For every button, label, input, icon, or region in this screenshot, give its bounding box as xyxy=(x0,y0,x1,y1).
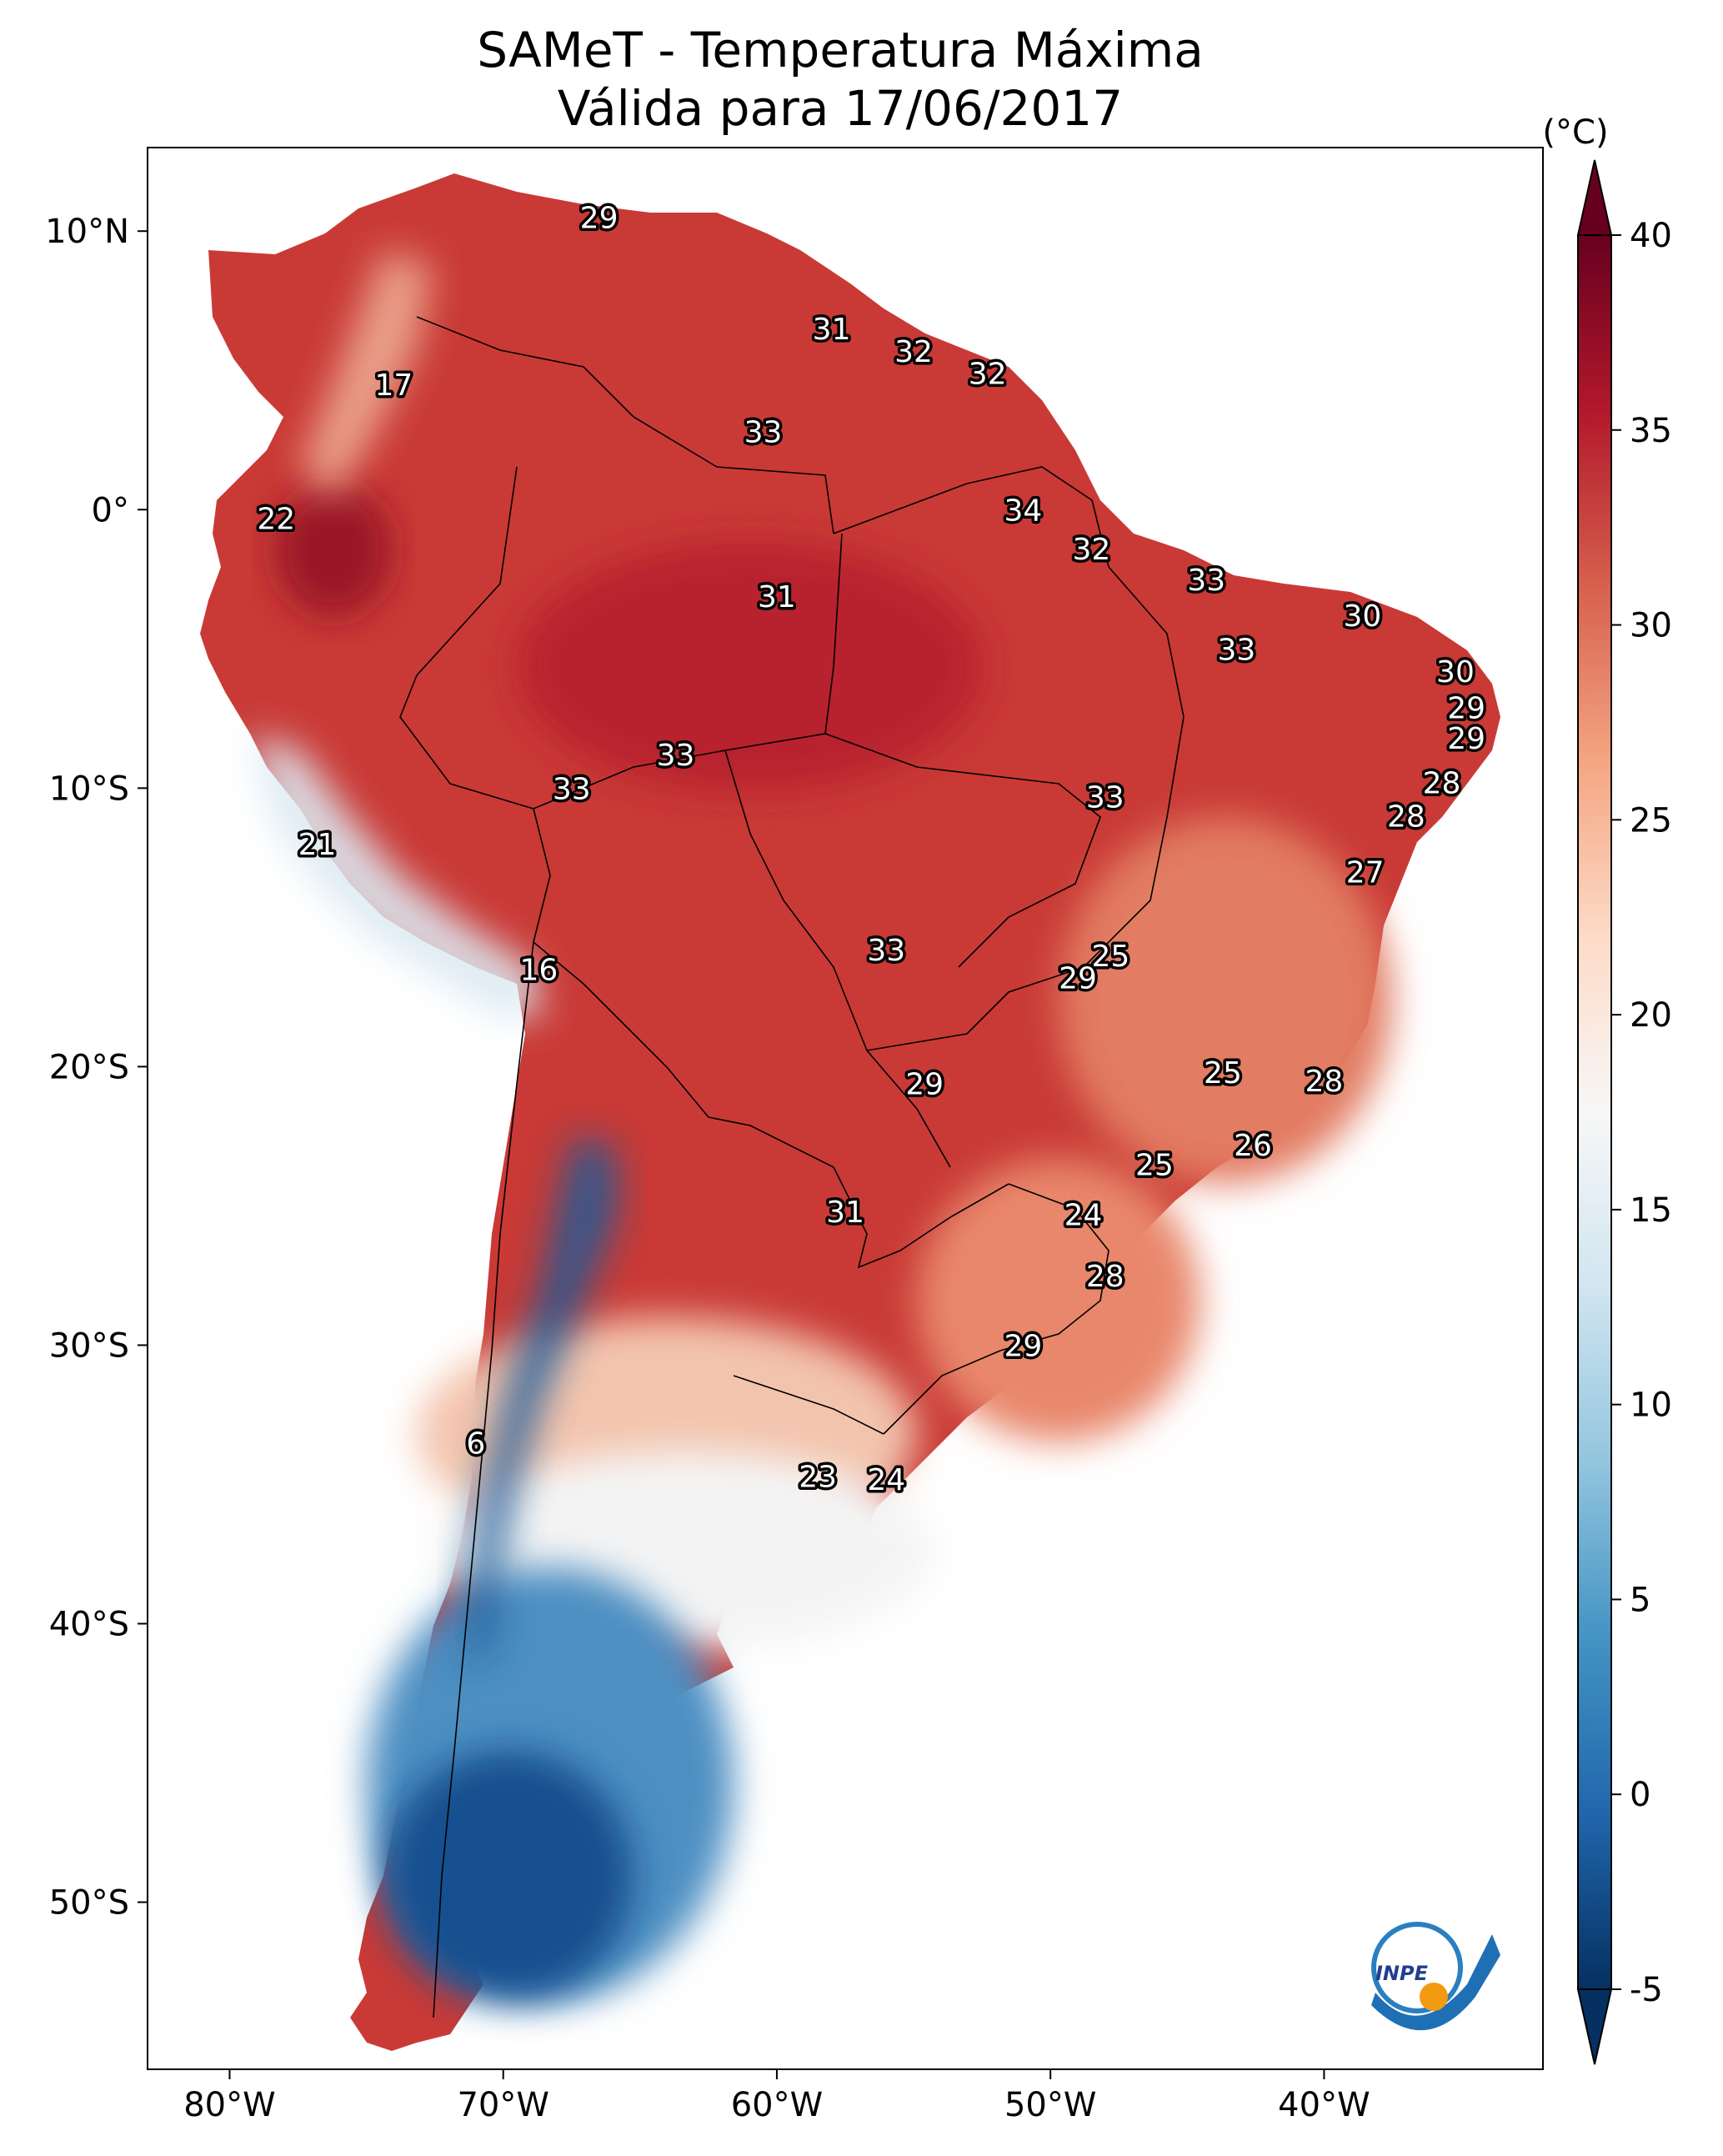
lat-tick-label: 20°S xyxy=(49,1048,129,1086)
colorbar: (°C) 40 35 30 25 20 15 10 5 0 -5 xyxy=(1542,113,1672,2065)
field-colombia-andes xyxy=(300,250,433,500)
temperature-label: 29 xyxy=(1004,1329,1042,1363)
lat-tick-label: 10°S xyxy=(49,770,129,808)
field-patagonia-dark xyxy=(383,1751,634,2001)
map-frame xyxy=(147,147,1544,2070)
field-andes-north xyxy=(250,734,542,1017)
lat-tick-label: 40°S xyxy=(49,1606,129,1644)
lon-tick-label: 40°W xyxy=(1278,2086,1370,2124)
temperature-label: 28 xyxy=(1387,800,1425,835)
temperature-label: 33 xyxy=(1217,633,1255,667)
colorbar-ticks: 40 35 30 25 20 15 10 5 0 -5 xyxy=(1611,217,1672,2009)
field-hot-amazon xyxy=(517,542,984,792)
temperature-label: 32 xyxy=(969,358,1007,392)
colorbar-body xyxy=(1577,234,1612,1990)
temperature-label: 28 xyxy=(1086,1260,1124,1294)
temperature-label: 17 xyxy=(375,369,413,403)
colorbar-tick-label: 20 xyxy=(1630,996,1672,1035)
lon-tick-label: 70°W xyxy=(457,2086,548,2124)
colorbar-top-extend xyxy=(1576,159,1613,236)
temperature-label: 29 xyxy=(1447,722,1485,756)
lat-tick-label: 10°N xyxy=(45,213,129,251)
lon-tick-label: 80°W xyxy=(183,2086,275,2124)
inpe-logo-text: INPE xyxy=(1375,1962,1429,1985)
temperature-label: 22 xyxy=(257,502,295,536)
colorbar-tick-label: 30 xyxy=(1630,607,1672,645)
field-andes-cold xyxy=(467,1134,617,1667)
temperature-label: 28 xyxy=(1423,767,1461,801)
temperature-label: 25 xyxy=(1135,1148,1174,1182)
temperature-label: 31 xyxy=(826,1196,864,1230)
temperature-label: 25 xyxy=(1204,1056,1242,1091)
map-area xyxy=(148,148,1543,2069)
temperature-label: 29 xyxy=(1059,961,1097,995)
temperature-label: 30 xyxy=(1436,655,1475,689)
country-borders xyxy=(399,316,1185,2018)
lat-tick-label: 0° xyxy=(92,491,129,529)
colorbar-tick-label: -5 xyxy=(1630,1971,1663,2009)
inpe-logo: INPE xyxy=(1371,1922,1500,2031)
temperature-label: 32 xyxy=(894,335,933,369)
inpe-logo-ring xyxy=(1371,1922,1463,2013)
temperature-label: 6 xyxy=(466,1426,485,1461)
inpe-logo-sun xyxy=(1420,1983,1448,2011)
field-s-brazil xyxy=(917,1159,1200,1442)
lon-tick-label: 60°W xyxy=(731,2086,823,2124)
temperature-label: 29 xyxy=(580,202,619,236)
colorbar-tick-label: 5 xyxy=(1630,1581,1650,1619)
lat-tick-label: 30°S xyxy=(49,1326,129,1365)
colorbar-tick-label: 10 xyxy=(1630,1386,1672,1425)
temperature-label: 23 xyxy=(799,1460,837,1494)
colorbar-tick-label: 35 xyxy=(1630,412,1672,450)
colorbar-unit: (°C) xyxy=(1542,113,1608,152)
temperature-label: 21 xyxy=(298,828,337,862)
temperature-label: 34 xyxy=(1004,494,1042,528)
temperature-label: 28 xyxy=(1305,1065,1344,1099)
temperature-label: 26 xyxy=(1234,1129,1272,1163)
colorbar-tick-label: 25 xyxy=(1630,801,1672,840)
temperature-label: 33 xyxy=(1086,780,1124,815)
temperature-label: 29 xyxy=(905,1067,944,1101)
colorbar-tick-label: 0 xyxy=(1630,1776,1650,1814)
temperature-label: 33 xyxy=(553,772,591,806)
lat-ticks: 10°N 0° 10°S 20°S 30°S 40°S 50°S xyxy=(45,213,148,1923)
temperature-label: 33 xyxy=(1187,564,1225,598)
temperature-label: 32 xyxy=(1073,533,1111,567)
colorbar-tick-label: 15 xyxy=(1630,1191,1672,1230)
temperature-label: 24 xyxy=(867,1463,905,1497)
lat-tick-label: 50°S xyxy=(49,1884,129,1923)
temperature-label: 33 xyxy=(657,739,695,773)
temperature-label: 24 xyxy=(1064,1198,1103,1232)
field-se-brazil xyxy=(1059,817,1392,1184)
lon-ticks: 80°W 70°W 60°W 50°W 40°W xyxy=(183,2069,1370,2124)
temperature-label: 31 xyxy=(758,580,796,614)
temperature-label: 33 xyxy=(744,416,783,450)
temperature-label: 27 xyxy=(1346,856,1385,890)
colorbar-tick-label: 40 xyxy=(1630,217,1672,255)
temperature-label: 33 xyxy=(867,934,905,968)
lon-tick-label: 50°W xyxy=(1004,2086,1096,2124)
temperature-label: 25 xyxy=(1091,940,1129,974)
field-hot-core xyxy=(275,484,392,617)
temperature-label: 31 xyxy=(813,313,851,347)
title-line1: SAMeT - Temperatura Máxima xyxy=(477,22,1204,78)
title-line2: Válida para 17/06/2017 xyxy=(558,80,1123,137)
temperature-label: 29 xyxy=(1447,691,1485,725)
temperature-label: 16 xyxy=(519,953,558,987)
inpe-logo-arrow xyxy=(1371,1934,1500,2031)
colorbar-bottom-extend xyxy=(1576,1988,1613,2065)
temperature-label: 30 xyxy=(1343,599,1381,634)
